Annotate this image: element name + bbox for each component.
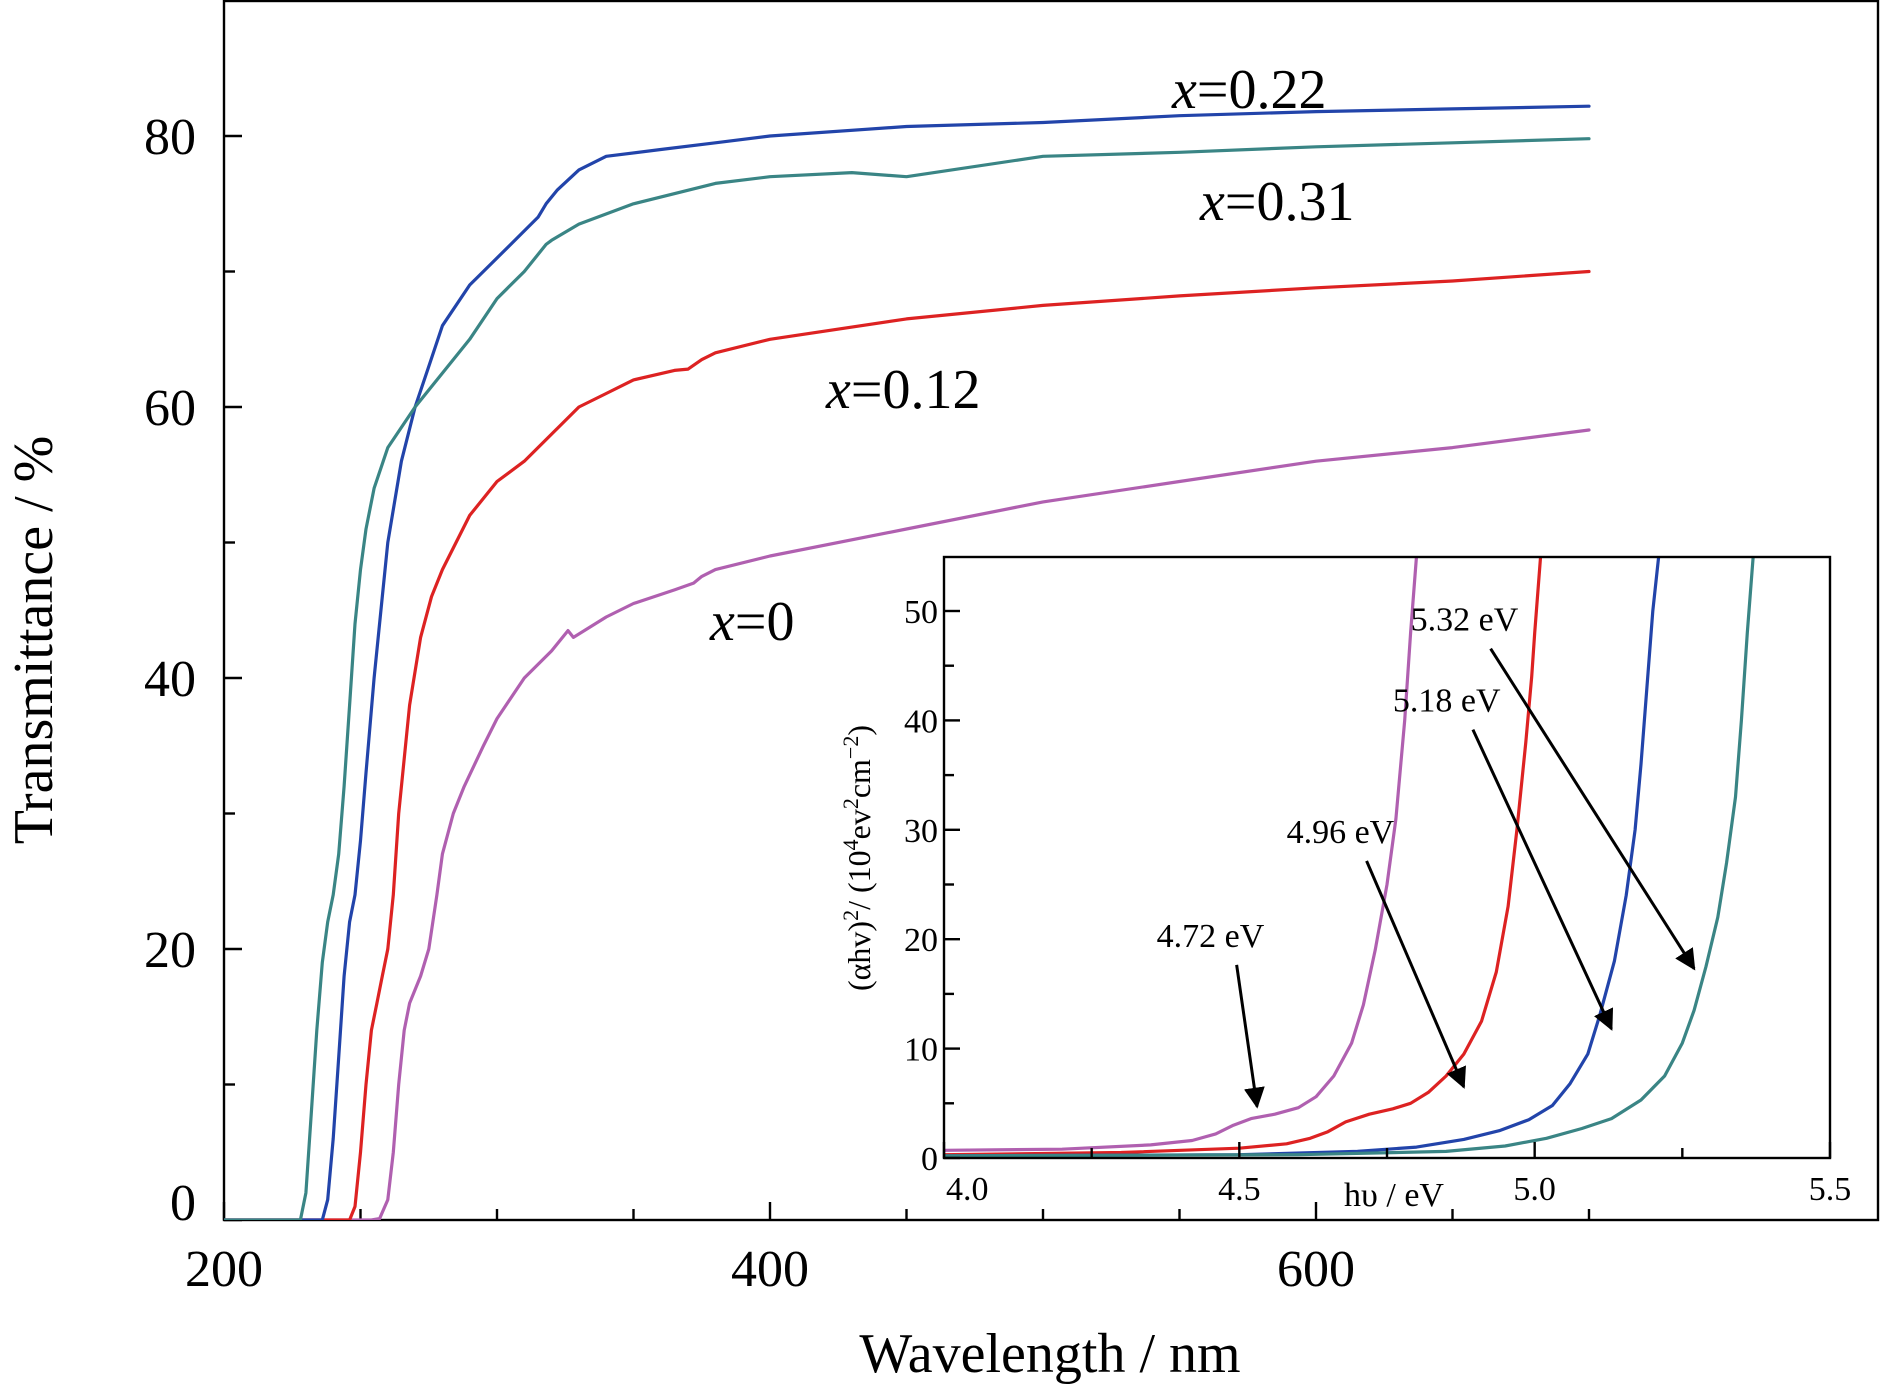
- band-gap-annotation: 4.96 eV: [1287, 814, 1395, 851]
- x-axis-label: Wavelength / nm: [859, 1323, 1240, 1385]
- inset-background: [944, 557, 1830, 1158]
- series-line-x=0.12: [224, 269, 1591, 1220]
- series-label-var: x: [709, 591, 735, 653]
- band-gap-arrow: [1235, 964, 1265, 1109]
- x-tick-label: 600: [1277, 1241, 1355, 1298]
- inset-x-tick-label: 5.0: [1513, 1171, 1556, 1208]
- series-label-value: =0.12: [851, 359, 981, 421]
- y-tick-label: 40: [144, 651, 196, 708]
- band-gap-annotation: 5.32 eV: [1411, 602, 1519, 639]
- y-tick-label: 80: [144, 109, 196, 166]
- inset-y-label-sup: −2: [838, 736, 863, 759]
- band-gap-annotation: 5.18 eV: [1393, 683, 1501, 720]
- inset-y-tick-label: 0: [921, 1141, 938, 1178]
- inset-y-label-part: cm: [841, 759, 877, 798]
- plot-frame: [222, 0, 1880, 1222]
- series-label-var: x: [1199, 171, 1225, 233]
- inset-y-label-sup: 2: [838, 798, 863, 809]
- series-label: x=0.22: [1171, 59, 1326, 121]
- y-tick-label: 20: [144, 922, 196, 979]
- inset-x-tick-label: 4.0: [946, 1171, 989, 1208]
- inset-y-label-sup: 2: [838, 910, 863, 921]
- series-label: x=0: [709, 591, 794, 653]
- x-tick-label: 200: [185, 1241, 263, 1298]
- inset-y-axis-label: (αhv)2/ (104ev2cm−2): [838, 725, 878, 991]
- series-label-value: =0.22: [1197, 59, 1327, 121]
- inset-series-line: [944, 557, 1661, 1158]
- y-tick-label: 60: [144, 380, 196, 437]
- y-axis-label: Transmittance / %: [3, 436, 65, 845]
- inset-series-line: [944, 557, 1543, 1157]
- series-label: x=0.12: [825, 359, 980, 421]
- inset-y-label-part: (αhv): [841, 921, 877, 991]
- inset-y-tick-label: 50: [904, 594, 938, 631]
- inset-y-tick-label: 30: [904, 813, 938, 850]
- y-tick-label: 0: [170, 1175, 196, 1232]
- band-gap-arrow: [1489, 647, 1696, 971]
- inset-x-axis-label-var: hυ: [1344, 1177, 1378, 1214]
- inset-x-tick-label: 4.5: [1218, 1171, 1261, 1208]
- inset-y-tick-label: 10: [904, 1032, 938, 1069]
- series-label-value: =0.31: [1225, 171, 1355, 233]
- band-gap-arrow: [1471, 729, 1614, 1031]
- inset-x-axis-label-unit: / eV: [1378, 1177, 1445, 1214]
- inset-series-line: [944, 557, 1755, 1158]
- series-line-x=0.31: [224, 137, 1591, 1220]
- series-label-var: x: [825, 359, 851, 421]
- inset-y-tick-label: 40: [904, 703, 938, 740]
- band-gap-annotation: 4.72 eV: [1157, 918, 1265, 955]
- band-gap-arrow: [1365, 860, 1466, 1089]
- series-line-x=0.22: [224, 104, 1591, 1220]
- series-line-x=0: [224, 428, 1591, 1220]
- inset-series-line: [944, 557, 1419, 1152]
- inset-y-label-sup: 4: [838, 839, 863, 850]
- inset-y-label-part: / (10: [841, 850, 877, 910]
- inset-y-tick-label: 20: [904, 922, 938, 959]
- x-tick-label: 400: [731, 1241, 809, 1298]
- inset-x-tick-label: 5.5: [1809, 1171, 1852, 1208]
- inset-y-label-part: ev: [841, 809, 877, 839]
- inset-x-axis-label: hυ / eV: [1344, 1177, 1444, 1214]
- series-label-value: =0: [735, 591, 795, 653]
- series-label-var: x: [1171, 59, 1197, 121]
- series-label: x=0.31: [1199, 171, 1354, 233]
- inset-y-label-part: ): [841, 725, 877, 736]
